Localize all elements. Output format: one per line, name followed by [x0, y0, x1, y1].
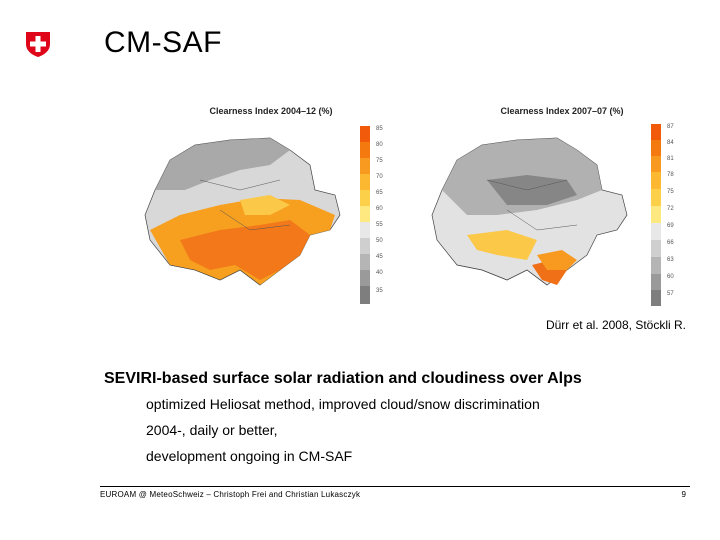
- colorbar-swatch: [360, 158, 370, 174]
- colorbar-label: 84: [667, 140, 674, 146]
- colorbar-label: 80: [376, 142, 383, 148]
- colorbar-label: 63: [667, 257, 674, 263]
- colorbar-swatch: [360, 286, 370, 304]
- colorbar-swatch: [651, 290, 661, 306]
- colorbar-swatch: [651, 240, 661, 257]
- switzerland-map-2004: [144, 137, 341, 286]
- map-title: Clearness Index 2004–12 (%): [209, 106, 333, 116]
- colorbar-2004: [360, 126, 370, 304]
- colorbar-swatch: [651, 140, 661, 156]
- colorbar-label: 45: [376, 254, 383, 260]
- map-panel-2004: Clearness Index 2004–12 (%) 85 80 75 70 …: [140, 106, 402, 316]
- colorbar-swatch: [651, 156, 661, 172]
- swiss-cross-icon: [26, 32, 50, 57]
- colorbar-label: 75: [667, 189, 674, 195]
- colorbar-label: 60: [376, 206, 383, 212]
- colorbar-swatch: [651, 189, 661, 206]
- colorbar-label: 70: [376, 174, 383, 180]
- colorbar-label: 50: [376, 238, 383, 244]
- colorbar-swatch: [360, 190, 370, 206]
- colorbar-swatch: [651, 124, 661, 140]
- colorbar-swatch: [651, 274, 661, 290]
- colorbar-swatch: [360, 206, 370, 222]
- sub-bullet: 2004-, daily or better,: [146, 422, 278, 438]
- colorbar-label: 85: [376, 126, 383, 132]
- colorbar-label: 66: [667, 240, 674, 246]
- colorbar-label: 78: [667, 172, 674, 178]
- colorbar-swatch: [360, 174, 370, 190]
- citation: Dürr et al. 2008, Stöckli R.: [545, 318, 686, 332]
- colorbar-label: 57: [667, 291, 674, 297]
- colorbar-label: 75: [376, 158, 383, 164]
- footer-text: EUROAM @ MeteoSchweiz – Christoph Frei a…: [100, 490, 361, 499]
- main-bullet: SEVIRI-based surface solar radiation and…: [104, 370, 582, 387]
- colorbar-label: 87: [667, 124, 674, 130]
- colorbar-2007: [651, 124, 661, 306]
- page-title: CM-SAF: [104, 26, 222, 59]
- colorbar-label: 65: [376, 190, 383, 196]
- colorbar-label: 55: [376, 222, 383, 228]
- colorbar-swatch: [651, 223, 661, 240]
- colorbar-swatch: [360, 238, 370, 254]
- page-number: 9: [681, 490, 686, 499]
- colorbar-swatch: [360, 254, 370, 270]
- sub-bullet: development ongoing in CM-SAF: [146, 448, 353, 464]
- colorbar-swatch: [651, 172, 661, 189]
- colorbar-label: 72: [667, 206, 674, 212]
- footer-divider: [100, 486, 690, 487]
- map-panel-2007: Clearness Index 2007–07 (%) 87 84 81 78 …: [427, 106, 697, 316]
- colorbar-swatch: [651, 206, 661, 223]
- colorbar-label: 81: [667, 156, 674, 162]
- colorbar-label: 60: [667, 274, 674, 280]
- colorbar-swatch: [360, 142, 370, 158]
- colorbar-label: 69: [667, 223, 674, 229]
- colorbar-label: 35: [376, 288, 383, 294]
- sub-bullet: optimized Heliosat method, improved clou…: [146, 396, 540, 412]
- colorbar-swatch: [360, 222, 370, 238]
- map-title: Clearness Index 2007–07 (%): [500, 106, 624, 116]
- colorbar-swatch: [360, 270, 370, 286]
- colorbar-swatch: [651, 257, 661, 274]
- colorbar-swatch: [360, 126, 370, 142]
- colorbar-label: 40: [376, 270, 383, 276]
- switzerland-map-2007: [431, 137, 628, 286]
